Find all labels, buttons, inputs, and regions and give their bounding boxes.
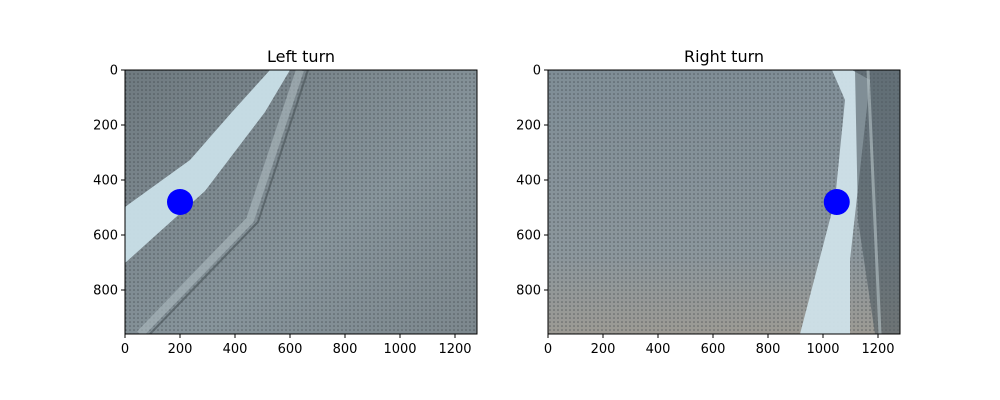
x-tick-label: 0 <box>121 342 129 357</box>
y-ticks-right: 0 200 400 600 800 <box>516 64 548 299</box>
y-tick-label: 200 <box>93 119 118 134</box>
y-tick-label: 200 <box>516 119 541 134</box>
y-tick-label: 800 <box>93 284 118 299</box>
chart-title-left: Left turn <box>267 47 335 66</box>
data-point <box>823 189 850 215</box>
photo-left <box>125 70 477 334</box>
y-tick-label: 600 <box>516 229 541 244</box>
x-tick-label: 200 <box>591 342 616 357</box>
chart-title-right: Right turn <box>684 47 764 66</box>
x-tick-label: 600 <box>278 342 303 357</box>
panel-right-turn: Right turn 0 200 400 600 800 1000 1200 0 200 400… <box>516 47 901 357</box>
x-tick-label: 800 <box>756 342 781 357</box>
y-tick-label: 600 <box>93 229 118 244</box>
panel-left-turn: Left turn 0 200 400 600 800 1000 1200 0 200 400 6… <box>93 47 478 357</box>
y-tick-label: 0 <box>110 64 118 79</box>
y-tick-label: 400 <box>516 174 541 189</box>
y-tick-label: 400 <box>93 174 118 189</box>
x-tick-label: 1200 <box>438 342 471 357</box>
y-ticks-left: 0 200 400 600 800 <box>93 64 125 299</box>
x-tick-label: 1000 <box>383 342 416 357</box>
y-tick-label: 800 <box>516 284 541 299</box>
x-ticks-left: 0 200 400 600 800 1000 1200 <box>121 334 472 357</box>
x-tick-label: 600 <box>701 342 726 357</box>
x-tick-label: 800 <box>333 342 358 357</box>
x-tick-label: 1000 <box>806 342 839 357</box>
x-tick-label: 1200 <box>861 342 894 357</box>
points-right <box>823 189 850 215</box>
x-ticks-right: 0 200 400 600 800 1000 1200 <box>544 334 895 357</box>
x-tick-label: 400 <box>223 342 248 357</box>
y-tick-label: 0 <box>533 64 541 79</box>
x-tick-label: 200 <box>168 342 193 357</box>
points-left <box>167 189 193 215</box>
x-tick-label: 0 <box>544 342 552 357</box>
x-tick-label: 400 <box>646 342 671 357</box>
data-point <box>167 189 193 215</box>
